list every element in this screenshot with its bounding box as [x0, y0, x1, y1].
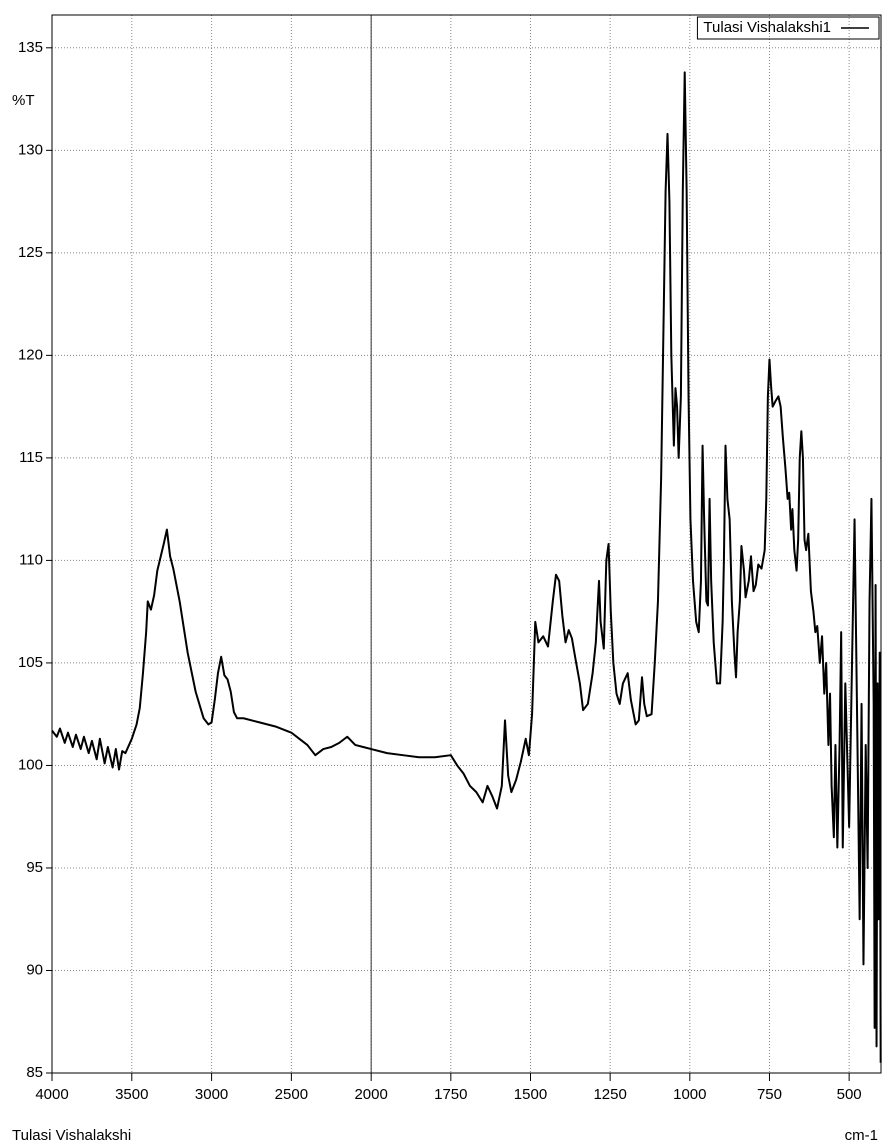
y-tick-label: 100	[18, 756, 43, 773]
x-tick-label: 2500	[275, 1086, 308, 1103]
x-tick-label: 3500	[115, 1086, 148, 1103]
y-axis-label: %T	[12, 92, 35, 109]
legend-label: Tulasi Vishalakshi1	[703, 19, 831, 36]
y-tick-label: 130	[18, 141, 43, 158]
x-tick-label: 2000	[354, 1086, 387, 1103]
x-axis-label: cm-1	[845, 1127, 878, 1144]
spectrum-line	[51, 71, 882, 1063]
x-tick-label: 1250	[593, 1086, 626, 1103]
y-tick-label: 90	[26, 961, 43, 978]
sample-name: Tulasi Vishalakshi	[12, 1127, 131, 1144]
x-tick-label: 1500	[514, 1086, 547, 1103]
x-tick-label: 3000	[195, 1086, 228, 1103]
x-tick-label: 4000	[35, 1086, 68, 1103]
y-tick-label: 125	[18, 244, 43, 261]
y-tick-label: 115	[19, 449, 43, 466]
plot-frame	[51, 14, 882, 1074]
x-tick-label: 750	[757, 1086, 782, 1103]
x-tick-label: 1750	[434, 1086, 467, 1103]
legend-box	[696, 16, 880, 40]
y-tick-label: 85	[26, 1064, 43, 1081]
y-tick-label: 110	[19, 551, 43, 568]
x-tick-label: 500	[837, 1086, 862, 1103]
y-tick-label: 135	[18, 39, 43, 56]
x-tick-label: 1000	[673, 1086, 706, 1103]
y-tick-label: 105	[18, 654, 43, 671]
y-tick-label: 120	[18, 346, 43, 363]
y-tick-label: 95	[26, 859, 43, 876]
